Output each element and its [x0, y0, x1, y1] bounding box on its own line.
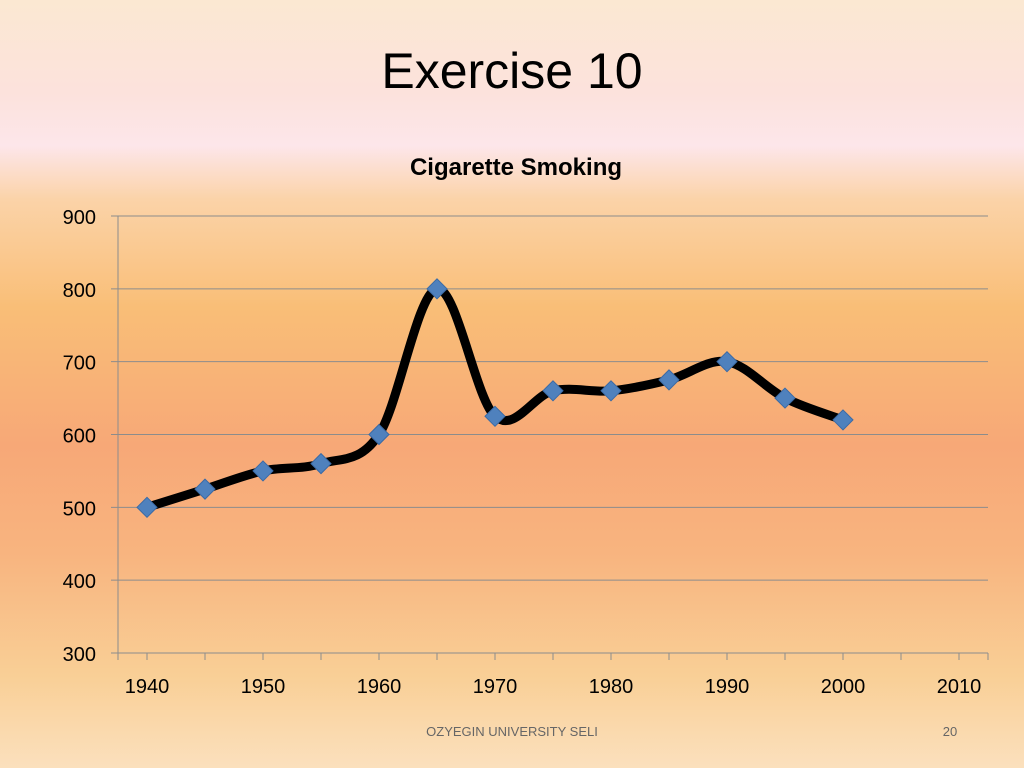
- data-point-marker: [774, 387, 796, 409]
- data-point-marker: [542, 380, 564, 402]
- data-point-marker: [426, 278, 448, 300]
- x-tick-label: 1950: [241, 676, 286, 698]
- x-tick-label: 1980: [589, 676, 634, 698]
- footer-text: OZYEGIN UNIVERSITY SELI: [426, 724, 598, 739]
- data-point-marker: [310, 452, 332, 475]
- y-tick-label: 300: [63, 644, 96, 666]
- series-line: [142, 284, 848, 512]
- data-point-marker: [832, 409, 854, 431]
- gridlines: [111, 215, 988, 581]
- y-tick-label: 800: [63, 280, 96, 302]
- y-tick-label: 700: [63, 353, 96, 375]
- x-tick-label: 1960: [357, 676, 402, 698]
- x-tick-label: 2010: [937, 676, 982, 698]
- data-point-marker: [600, 380, 622, 402]
- data-point-marker: [716, 350, 738, 373]
- x-tick-label: 1970: [473, 676, 518, 698]
- x-tick-labels: 1940 1950 1960 1970 1980 1990 2000 2010: [125, 676, 982, 698]
- data-point-marker: [136, 496, 158, 519]
- axes: [111, 216, 989, 660]
- chart-title: Cigarette Smoking: [410, 154, 622, 181]
- y-tick-label: 900: [63, 207, 96, 229]
- data-markers: [136, 278, 854, 519]
- data-point-marker: [484, 405, 506, 427]
- y-tick-label: 600: [63, 426, 96, 448]
- data-point-marker: [194, 478, 216, 500]
- y-tick-label: 400: [63, 571, 96, 593]
- y-tick-label: 500: [63, 498, 96, 520]
- x-tick-label: 1990: [705, 676, 750, 698]
- slide-number: 20: [942, 724, 958, 739]
- slide-title: Exercise 10: [381, 43, 643, 99]
- x-tick-label: 2000: [821, 676, 866, 698]
- y-tick-labels: 300 400 500 600 700 800 900: [63, 207, 96, 666]
- data-point-marker: [252, 460, 274, 482]
- x-tick-label: 1940: [125, 676, 170, 698]
- data-point-marker: [368, 423, 390, 446]
- data-point-marker: [658, 369, 680, 391]
